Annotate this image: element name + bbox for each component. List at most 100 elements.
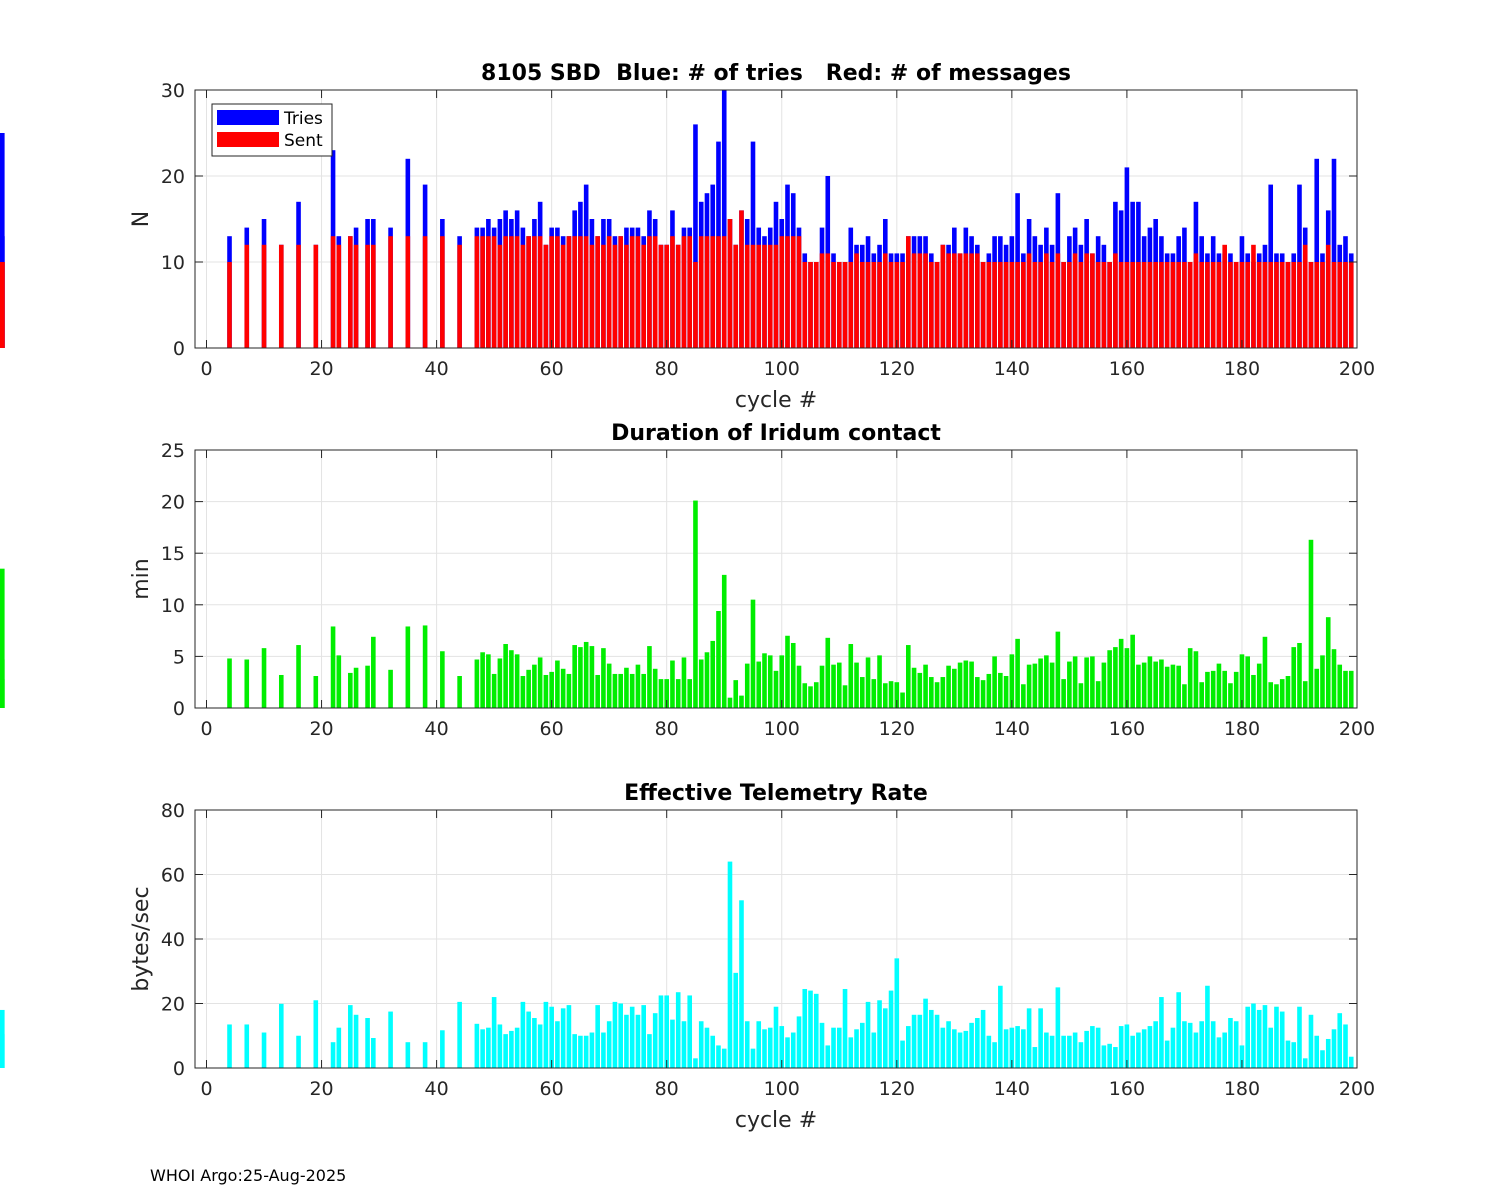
rate-bar-rate xyxy=(693,1058,698,1068)
duration-bar-duration xyxy=(652,668,658,708)
rate-bar-rate xyxy=(1245,1006,1251,1068)
duration-bar-duration xyxy=(336,655,342,708)
duration-bar-duration xyxy=(578,647,583,708)
rate-bar-rate xyxy=(1199,1021,1204,1068)
sbd-bar-sent xyxy=(1118,262,1124,348)
sbd-bar-sent xyxy=(756,244,762,348)
sbd-bar-sent xyxy=(1274,262,1279,348)
duration-bar-duration xyxy=(963,660,969,708)
sbd-bar-sent xyxy=(629,236,635,348)
sbd-axes-box xyxy=(194,89,1358,349)
duration-bar-duration xyxy=(848,644,854,708)
rate-bar-rate xyxy=(854,1029,859,1068)
duration-bar-duration xyxy=(647,646,652,708)
duration-bar-duration xyxy=(491,673,497,708)
sbd-bar-sent xyxy=(560,244,566,348)
duration-bar-duration xyxy=(1291,647,1297,708)
rate-bar-rate xyxy=(652,1013,658,1068)
rate-bar-rate xyxy=(998,985,1003,1068)
duration-bar-duration xyxy=(635,664,641,708)
duration-bar-duration xyxy=(802,683,808,708)
sbd-bar-sent xyxy=(790,236,796,348)
duration-x-tick-label: 20 xyxy=(309,718,333,740)
sbd-bar-sent xyxy=(474,236,480,348)
rate-bar-rate xyxy=(578,1035,583,1068)
sbd-bar-sent xyxy=(721,236,727,348)
rate-bar-rate xyxy=(877,1000,882,1068)
rate-bar-rate xyxy=(1331,1029,1337,1068)
sbd-bar-sent xyxy=(353,244,359,348)
sbd-bar-sent xyxy=(900,262,905,348)
sbd-bar-sent xyxy=(940,244,946,348)
rate-bar-rate xyxy=(1141,1029,1147,1068)
sbd-bar-sent xyxy=(348,236,353,348)
sbd-bar-tries xyxy=(1124,167,1130,348)
duration-bar-duration xyxy=(1164,666,1170,708)
rate-bar-rate xyxy=(1084,1030,1089,1068)
duration-bar-duration xyxy=(1199,682,1204,708)
rate-bar-rate xyxy=(497,1024,503,1068)
sbd-bar-sent xyxy=(1072,253,1078,348)
duration-bar-duration xyxy=(894,682,900,708)
footer-label: WHOI Argo:25-Aug-2025 xyxy=(150,1166,347,1185)
rate-bar-rate xyxy=(1343,1024,1348,1068)
sbd-bar-sent xyxy=(1153,262,1158,348)
duration-bar-duration xyxy=(750,599,756,708)
duration-bar-duration xyxy=(601,648,606,708)
duration-bar-duration xyxy=(1302,681,1308,708)
duration-y-tick-label: 25 xyxy=(161,440,185,462)
rate-bar-rate xyxy=(278,1003,284,1068)
duration-bar-duration xyxy=(986,673,992,708)
duration-bar-duration xyxy=(842,685,848,708)
sbd-bar-sent xyxy=(998,262,1003,348)
duration-bar-duration xyxy=(313,676,319,708)
sbd-bar-sent xyxy=(808,262,813,348)
duration-bar-duration xyxy=(440,651,445,708)
duration-bar-duration xyxy=(1101,662,1107,708)
duration-bar-duration xyxy=(526,669,531,708)
duration-bar-duration xyxy=(1061,679,1066,708)
sbd-bar-sent xyxy=(601,244,606,348)
rate-bar-rate xyxy=(894,958,900,1068)
rate-bar-rate xyxy=(1233,1021,1239,1068)
rate-bar-rate xyxy=(227,1024,232,1068)
rate-x-tick-label: 100 xyxy=(764,1078,800,1100)
sbd-bar-sent xyxy=(946,253,951,348)
duration-bar-duration xyxy=(785,635,790,708)
sbd-bar-sent xyxy=(503,236,508,348)
rate-bar-rate xyxy=(1337,1013,1343,1068)
sbd-bar-sent xyxy=(1239,262,1245,348)
rate-bar-rate xyxy=(727,861,733,1068)
sbd-bar-sent xyxy=(710,236,716,348)
sbd-x-tick-label: 180 xyxy=(1224,358,1260,380)
sbd-x-tick-label: 60 xyxy=(540,358,564,380)
rate-bar-rate xyxy=(716,1045,721,1068)
rate-bar-rate xyxy=(1314,1035,1320,1068)
duration-bar-duration xyxy=(790,642,796,708)
sbd-bar-tries xyxy=(721,90,727,348)
duration-y-tick-label: 5 xyxy=(173,646,185,668)
rate-bar-rate xyxy=(750,1048,756,1068)
rate-bar-rate xyxy=(980,1009,986,1068)
duration-bar-duration xyxy=(1285,676,1291,708)
duration-bar-duration xyxy=(716,610,721,708)
rate-x-tick-label: 60 xyxy=(540,1078,564,1100)
sbd-bar-sent xyxy=(227,262,232,348)
duration-bar-duration xyxy=(1095,681,1101,708)
rate-bar-rate xyxy=(348,1005,353,1068)
rate-bar-rate xyxy=(842,988,848,1068)
sbd-bar-sent xyxy=(1113,253,1118,348)
sbd-bar-sent xyxy=(802,262,808,348)
rate-bar-rate xyxy=(1268,1027,1274,1068)
rate-bar-rate xyxy=(802,988,808,1068)
sbd-bar-sent xyxy=(1314,262,1320,348)
sbd-bar-sent xyxy=(767,244,773,348)
duration-bar-duration xyxy=(1297,642,1302,708)
duration-bar-duration xyxy=(606,663,612,708)
sbd-bar-sent xyxy=(1015,262,1020,348)
rate-bar-rate xyxy=(1228,1018,1233,1068)
duration-x-tick-label: 100 xyxy=(764,718,800,740)
duration-bar-duration xyxy=(900,692,905,708)
sbd-bar-sent xyxy=(785,236,790,348)
duration-x-tick-label: 120 xyxy=(879,718,915,740)
